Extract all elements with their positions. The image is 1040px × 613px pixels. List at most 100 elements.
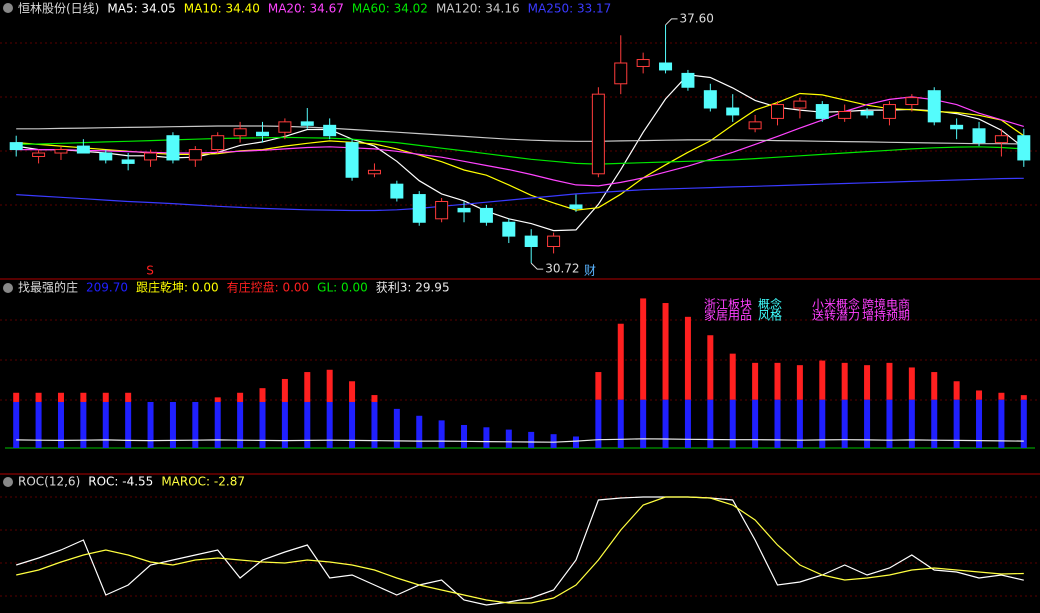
bar — [80, 392, 87, 402]
legend-entry: ROC: -4.55 — [88, 475, 153, 489]
annotation-leader — [665, 18, 678, 26]
candle-body — [32, 152, 46, 157]
series-line — [16, 496, 1024, 606]
legend-entry: MA120: 34.16 — [436, 2, 520, 16]
bar — [349, 381, 356, 402]
candle-body — [994, 135, 1008, 144]
bar — [371, 395, 378, 402]
bar — [147, 401, 154, 448]
candle-body — [233, 128, 247, 137]
candle-body — [524, 235, 538, 247]
candle-body — [345, 142, 359, 178]
legend-entry: GL: 0.00 — [317, 281, 368, 295]
bar — [796, 399, 803, 448]
bar — [774, 399, 781, 448]
bar — [729, 399, 736, 448]
bar — [304, 372, 311, 402]
candle-body — [748, 121, 762, 130]
candle-body — [569, 204, 583, 209]
legend-entry: 跟庄乾坤: 0.00 — [136, 280, 219, 295]
bar — [505, 429, 512, 448]
bar — [931, 399, 938, 448]
candle-body — [367, 169, 381, 175]
bar — [259, 401, 266, 448]
bar — [349, 401, 356, 448]
tag: 小米概念 — [812, 297, 860, 312]
bar — [998, 399, 1005, 448]
candle-body — [547, 235, 561, 247]
legend-entry: MA250: 33.17 — [528, 2, 612, 16]
bar — [483, 427, 490, 448]
series-line — [16, 177, 1024, 212]
candle-body — [121, 159, 135, 164]
bar — [707, 399, 714, 448]
collapse-icon[interactable] — [3, 477, 13, 487]
bar — [617, 399, 624, 448]
bar — [102, 401, 109, 448]
candle-body — [300, 121, 314, 126]
candle-body — [256, 131, 269, 137]
bar — [416, 415, 423, 448]
bar — [976, 390, 983, 400]
bar — [819, 360, 826, 400]
bar — [931, 372, 938, 400]
bar — [13, 401, 20, 448]
bar — [125, 392, 132, 402]
legend-entry: ROC(12,6) — [18, 475, 80, 489]
bar — [953, 381, 960, 400]
candle-body — [591, 93, 605, 175]
candle-body — [323, 124, 337, 137]
bar — [662, 399, 669, 448]
bar — [57, 392, 64, 402]
bar — [13, 392, 20, 402]
collapse-icon[interactable] — [3, 283, 13, 293]
bar — [572, 436, 579, 448]
collapse-icon[interactable] — [3, 3, 13, 13]
legend-entry: 有庄控盘: 0.00 — [227, 280, 310, 295]
bar — [886, 362, 893, 400]
candle-body — [882, 104, 896, 119]
candle-body — [211, 135, 225, 151]
bar — [371, 401, 378, 448]
annotation-leader — [530, 262, 544, 270]
bar — [281, 401, 288, 448]
candle-body — [99, 152, 113, 161]
bar — [617, 323, 624, 400]
legend-entry: 获利3: 29.95 — [376, 281, 450, 295]
bar — [640, 298, 647, 400]
bar — [214, 401, 221, 448]
bar — [908, 399, 915, 448]
bar — [841, 362, 848, 400]
bar — [57, 401, 64, 448]
candle-body — [9, 142, 23, 151]
bar — [841, 399, 848, 448]
bar — [998, 392, 1005, 400]
tag: 概念 — [758, 297, 782, 312]
bar — [259, 388, 266, 402]
candle-body — [54, 149, 68, 154]
candle-body — [950, 124, 964, 130]
candle-body — [614, 62, 628, 85]
candle-body — [166, 135, 180, 161]
candle-body — [860, 110, 874, 116]
bar — [326, 401, 333, 448]
bar — [595, 399, 602, 448]
candle-body — [815, 104, 829, 119]
bar — [304, 401, 311, 448]
legend-entry: MA10: 34.40 — [184, 2, 260, 16]
bar — [35, 401, 42, 448]
panel-icons — [3, 3, 13, 487]
marker: 财 — [584, 264, 596, 278]
bar — [281, 378, 288, 402]
bar — [796, 365, 803, 400]
candle-body — [927, 90, 941, 123]
bar — [752, 399, 759, 448]
bar — [886, 399, 893, 448]
bar — [953, 399, 960, 448]
candle-body — [659, 62, 673, 71]
tag: 增持预期 — [862, 308, 910, 323]
legend-entry: MAROC: -2.87 — [161, 475, 245, 489]
series-line — [16, 74, 1025, 232]
